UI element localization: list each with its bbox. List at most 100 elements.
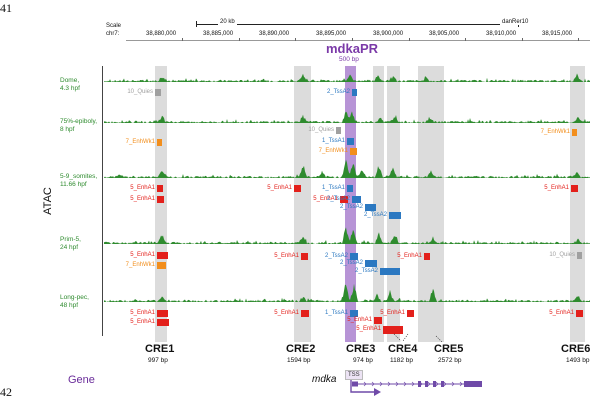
- annotation-block: [365, 260, 377, 267]
- annotation-label: 5_EnhA1: [130, 309, 155, 316]
- coordinate-tick: [239, 38, 240, 41]
- scale-bar-label: 20 kb: [218, 19, 237, 25]
- track-label-longpec: Long-pec, 48 hpf: [60, 294, 89, 309]
- annotation-label: 5_EnhA1: [544, 184, 569, 191]
- strand-chevron: [427, 381, 431, 387]
- exon-5: [441, 381, 444, 387]
- annotation-block: [301, 310, 309, 317]
- annotation-label: 5_EnhA1: [380, 309, 405, 316]
- gene-strand-chevrons: [363, 381, 463, 387]
- exon-6: [464, 381, 482, 387]
- coordinate-tick: [578, 38, 579, 41]
- annotation-block: [301, 253, 308, 260]
- strand-chevron: [443, 381, 447, 387]
- strand-chevron: [387, 381, 391, 387]
- gene-name: mdka: [312, 374, 337, 385]
- cre1-size: 997 bp: [148, 357, 168, 364]
- annotation-block: [350, 253, 358, 260]
- annotation-block: [374, 317, 382, 324]
- annotation-block: [294, 185, 301, 192]
- annotation-block: [383, 326, 403, 334]
- annotation-label: 2_TssA2: [339, 259, 363, 266]
- strand-chevron: [363, 381, 367, 387]
- cre2-highlight: [294, 66, 311, 342]
- annotation-block: [347, 185, 353, 192]
- annotation-label: 5_EnhA1: [130, 195, 155, 202]
- annotation-label: 5_EnhA1: [347, 316, 372, 323]
- coordinate-tick-label: 38,900,000: [373, 31, 404, 37]
- annotation-label: 10_Quies: [127, 88, 153, 95]
- atac-axis-line: [102, 66, 103, 336]
- annotation-label: 7_EnhWk1: [125, 261, 155, 268]
- strand-chevron: [451, 381, 455, 387]
- track-label-prim5: Prim-5, 24 hpf: [60, 236, 81, 251]
- cre4-label: CRE4: [388, 343, 418, 355]
- strand-chevron: [459, 381, 463, 387]
- coordinate-tick: [352, 38, 353, 41]
- coordinate-tick-label: 38,905,000: [429, 31, 460, 37]
- mdkapr-size: 500 bp: [339, 56, 359, 63]
- annotation-block: [157, 262, 166, 269]
- coordinate-tick-label: 38,885,000: [203, 31, 234, 37]
- tss-arrow-stem: [350, 380, 374, 393]
- coordinate-tick-label: 38,915,000: [542, 31, 573, 37]
- annotation-label: 2_TssA2: [339, 203, 363, 210]
- annotation-label: 5_EnhA1: [130, 251, 155, 258]
- tss-arrow-head: [374, 388, 381, 396]
- annotation-block: [336, 127, 341, 134]
- annotation-label: 5_EnhA1: [130, 184, 155, 191]
- annotation-block: [347, 138, 354, 145]
- annotation-block: [350, 148, 357, 155]
- annotation-label: 5_EnhA1: [356, 325, 381, 332]
- assembly-label: danRer10: [500, 19, 531, 25]
- atac-signal-track-3: [104, 227, 590, 244]
- cre3-label: CRE3: [346, 343, 376, 355]
- cre1-highlight: [155, 66, 167, 342]
- annotation-block: [571, 185, 578, 192]
- annotation-block: [352, 196, 361, 203]
- annotation-block: [157, 185, 163, 192]
- strand-chevron: [403, 381, 407, 387]
- coordinate-tick-label: 38,880,000: [146, 31, 177, 37]
- annotation-block: [407, 310, 414, 317]
- track-label-epiboly: 75%-epiboly, 8 hpf: [60, 118, 98, 133]
- strand-chevron: [435, 381, 439, 387]
- annotation-label: 5_EnhA1: [130, 318, 155, 325]
- annotation-block: [157, 310, 168, 317]
- cre2-size: 1594 bp: [287, 357, 311, 364]
- cre1-label: CRE1: [145, 343, 175, 355]
- annotation-block: [365, 204, 376, 211]
- annotation-label: 5_EnhA1: [397, 252, 422, 259]
- coordinate-tick: [295, 38, 296, 41]
- cre5-size: 2572 bp: [438, 357, 462, 364]
- exon-2: [418, 381, 421, 387]
- cre5-label: CRE5: [434, 343, 464, 355]
- cre2-label: CRE2: [286, 343, 316, 355]
- atac-signal-track-2: [104, 159, 590, 178]
- annotation-block: [572, 129, 577, 136]
- track-label-somites: 5-9_somites, 11.66 hpf: [60, 173, 98, 188]
- chromosome-label: chr7:: [106, 31, 120, 37]
- annotation-block: [352, 89, 357, 96]
- mdkapr-title: mdkaPR: [326, 41, 379, 56]
- annotation-block: [350, 310, 358, 317]
- track-label-dome: Dome, 4.3 hpf: [60, 77, 80, 92]
- annotation-label: 2_TssA2: [326, 88, 350, 95]
- cre4-size: 1182 bp: [390, 357, 414, 364]
- annotation-label: 1_TssA1: [324, 309, 348, 316]
- ruler-line: [126, 40, 590, 41]
- cre6-size: 1493 bp: [566, 357, 590, 364]
- exon-3: [425, 381, 428, 387]
- atac-signal-track-4: [104, 283, 590, 302]
- scale-bar-tick-left: [196, 21, 197, 27]
- annotation-label: 2_TssA2: [326, 195, 350, 202]
- annotation-label: 5_EnhA1: [549, 309, 574, 316]
- scale-bar-line: [196, 24, 518, 25]
- annotation-block: [389, 212, 401, 219]
- cre6-label: CRE6: [561, 343, 591, 355]
- annotation-label: 1_TssA1: [321, 137, 345, 144]
- gene-track-label: Gene: [68, 374, 95, 386]
- coordinate-tick: [465, 38, 466, 41]
- coordinate-tick-label: 38,890,000: [259, 31, 290, 37]
